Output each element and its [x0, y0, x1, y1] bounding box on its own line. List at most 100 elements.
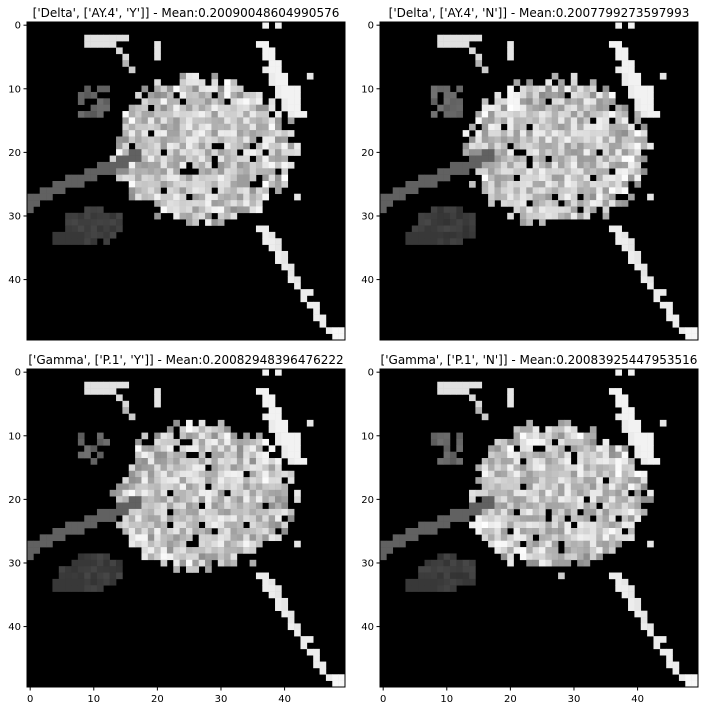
heatmap-cell — [481, 464, 489, 472]
heatmap-cell — [481, 508, 489, 516]
heatmap-cell — [306, 419, 314, 427]
heatmap-cell — [628, 257, 635, 264]
heatmap-cell — [481, 136, 489, 144]
heatmap-cell — [147, 168, 155, 175]
heatmap-cell — [494, 489, 502, 497]
heatmap-cell — [255, 104, 263, 112]
heatmap-cell — [634, 470, 642, 478]
heatmap-cell — [255, 41, 263, 48]
heatmap-cell — [173, 206, 180, 214]
heatmap-cell — [494, 155, 502, 163]
heatmap-cell — [532, 477, 540, 484]
heatmap-cell — [558, 98, 565, 105]
heatmap-cell — [275, 149, 282, 156]
heatmap-cell — [96, 225, 104, 233]
heatmap-cell — [275, 432, 282, 440]
heatmap-cell — [640, 617, 648, 624]
heatmap-cell — [255, 534, 263, 542]
heatmap-cell — [494, 130, 502, 137]
heatmap-cell — [287, 617, 295, 624]
heatmap-cell — [275, 111, 282, 118]
heatmap-cell — [275, 521, 282, 529]
heatmap-cell — [186, 458, 193, 465]
heatmap-cell — [71, 559, 79, 567]
heatmap-cell — [621, 174, 629, 182]
heatmap-cell — [224, 206, 231, 214]
heatmap-cell — [275, 142, 282, 150]
heatmap-cell — [275, 508, 282, 516]
heatmap-cell — [268, 508, 276, 516]
heatmap-cell — [268, 155, 276, 163]
heatmap-cell — [186, 123, 193, 131]
heatmap-cell — [281, 426, 289, 433]
heatmap-cell — [179, 181, 187, 188]
heatmap-cell — [243, 432, 250, 440]
heatmap-cell — [154, 388, 161, 395]
heatmap-cell — [602, 117, 610, 125]
heatmap-cell — [437, 168, 444, 175]
heatmap-cell — [456, 111, 463, 118]
heatmap-cell — [217, 528, 225, 535]
heatmap-cell — [58, 187, 66, 195]
heatmap-cell — [230, 98, 238, 105]
heatmap-cell — [255, 515, 263, 522]
heatmap-cell — [179, 123, 187, 131]
heatmap-cell — [96, 388, 104, 395]
heatmap-cell — [500, 98, 508, 105]
heatmap-cell — [608, 98, 616, 105]
heatmap-cell — [564, 142, 572, 150]
heatmap-cell — [186, 111, 193, 118]
heatmap-cell — [494, 111, 502, 118]
heatmap-cell — [332, 674, 339, 681]
heatmap-cell — [205, 149, 212, 156]
heatmap-cell — [494, 508, 502, 516]
heatmap-cell — [205, 91, 212, 99]
heatmap-cell — [103, 566, 110, 573]
heatmap-cell — [570, 553, 578, 561]
heatmap-cell — [103, 98, 110, 105]
heatmap-cell — [192, 445, 200, 452]
heatmap-cell — [211, 489, 219, 497]
heatmap-cell — [236, 161, 244, 169]
heatmap-cell — [621, 244, 629, 252]
heatmap-cell — [634, 610, 642, 618]
heatmap-cell — [141, 181, 149, 188]
heatmap-cell — [621, 161, 629, 169]
heatmap-cell — [236, 85, 244, 93]
heatmap-cell — [243, 187, 250, 195]
heatmap-cell — [608, 528, 616, 535]
heatmap-cell — [77, 212, 85, 220]
heatmap-cell — [551, 85, 559, 93]
heatmap-cell — [116, 219, 123, 226]
heatmap-cell — [640, 508, 648, 516]
heatmap-cell — [116, 225, 123, 233]
heatmap-cell — [211, 432, 219, 440]
heatmap-cell — [596, 477, 603, 484]
heatmap-cell — [615, 388, 622, 395]
heatmap-cell — [488, 445, 495, 452]
heatmap-cell — [173, 142, 180, 150]
heatmap-cell — [602, 547, 610, 554]
heatmap-cell — [615, 489, 622, 497]
heatmap-cell — [116, 489, 123, 497]
heatmap-cell — [583, 149, 591, 156]
heatmap-cell — [507, 104, 514, 112]
heatmap-cell — [513, 193, 521, 201]
heatmap-cell — [608, 515, 616, 522]
heatmap-cell — [96, 432, 104, 440]
heatmap-cell — [230, 489, 238, 497]
heatmap-cell — [545, 521, 553, 529]
heatmap-cell — [249, 477, 257, 484]
heatmap-cell — [211, 438, 219, 446]
heatmap-cell — [173, 553, 180, 561]
heatmap-cell — [281, 508, 289, 516]
heatmap-cell — [217, 547, 225, 554]
heatmap-cell — [551, 515, 559, 522]
heatmap-cell — [526, 559, 533, 567]
heatmap-cell — [96, 553, 104, 561]
heatmap-cell — [160, 502, 168, 510]
heatmap-cell — [319, 314, 327, 322]
heatmap-cell — [255, 130, 263, 137]
heatmap-cell — [249, 470, 257, 478]
heatmap-cell — [154, 193, 161, 201]
